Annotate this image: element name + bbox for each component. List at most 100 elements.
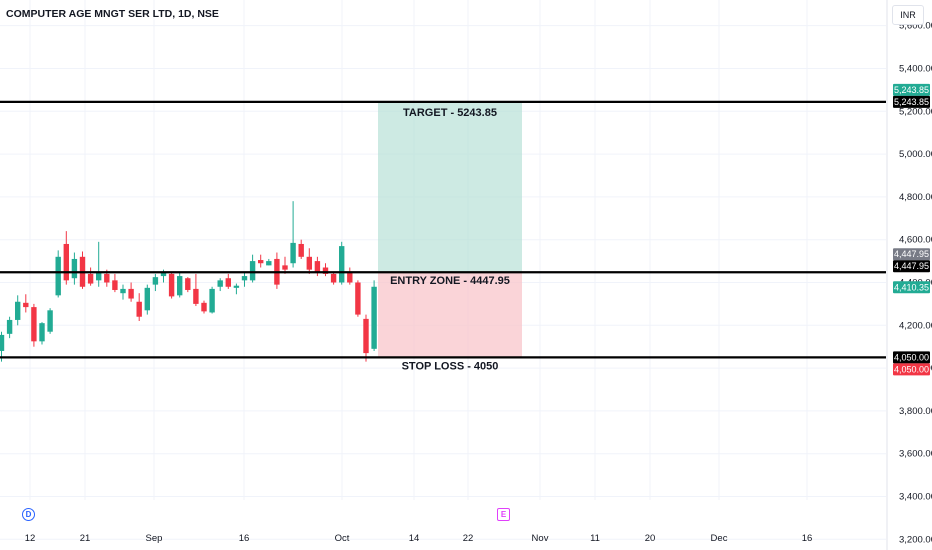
candle-body — [6, 319, 13, 334]
candle — [152, 273, 159, 292]
price-tag-bg — [893, 260, 930, 273]
target-zone — [378, 101, 522, 273]
candle-body — [322, 267, 329, 274]
candle-body — [47, 310, 53, 332]
price-tag: 5,243.85 — [893, 83, 930, 96]
y-tick-label: 4,200.00 — [899, 320, 932, 331]
candle — [15, 295, 21, 326]
x-tick-label: 16 — [802, 533, 813, 544]
candle — [136, 293, 142, 322]
price-tag: 4,050.00 — [893, 363, 930, 376]
candle — [87, 267, 94, 286]
candle — [168, 271, 175, 299]
candle-body — [201, 302, 207, 312]
candle-body — [306, 256, 312, 270]
candle-body — [87, 273, 94, 284]
chart-title: COMPUTER AGE MNGT SER LTD, 1D, NSE — [6, 8, 219, 20]
candle — [120, 284, 126, 300]
y-tick-label: 3,800.00 — [899, 406, 932, 417]
earnings-badge[interactable]: E — [497, 508, 510, 521]
candle-body — [339, 246, 345, 283]
candle-body — [104, 273, 110, 283]
candle-body — [371, 286, 377, 349]
candle — [209, 286, 215, 314]
dividend-badge[interactable]: D — [22, 508, 35, 521]
candle — [233, 283, 240, 295]
candle-body — [209, 288, 215, 313]
x-tick-label: 12 — [25, 533, 36, 544]
candle-body — [249, 261, 256, 281]
candle-body — [290, 242, 296, 264]
candle — [363, 314, 369, 362]
candle — [249, 254, 256, 283]
candle-body — [314, 261, 321, 272]
candle-body — [112, 280, 118, 290]
candle-body — [160, 272, 167, 277]
candle-body — [258, 260, 264, 264]
candle — [290, 201, 296, 268]
candle-body — [177, 276, 183, 296]
candle-body — [31, 307, 37, 342]
y-tick-label: 3,600.00 — [899, 449, 932, 460]
candle-body — [347, 271, 353, 283]
x-tick-label: Oct — [335, 533, 350, 544]
candle — [274, 252, 280, 289]
candle-body — [185, 278, 191, 290]
candle — [31, 303, 37, 347]
candle — [217, 278, 223, 292]
price-tag-label: 4,410.35 — [894, 282, 929, 292]
candle — [298, 239, 304, 259]
candle — [330, 271, 337, 285]
candle-body — [144, 287, 150, 311]
x-tick-label: 20 — [645, 533, 656, 544]
price-tag: 4,447.95 — [893, 248, 930, 261]
candle-body — [282, 265, 288, 270]
x-tick-label: Sep — [146, 533, 163, 544]
y-tick-label: 3,400.00 — [899, 491, 932, 502]
x-tick-label: 21 — [80, 533, 91, 544]
candle — [39, 322, 45, 345]
y-tick-label: 3,200.00 — [899, 534, 932, 545]
candle — [6, 316, 13, 339]
candle-body — [55, 256, 61, 296]
price-tag: 4,410.35 — [893, 281, 930, 294]
candle — [23, 294, 29, 313]
candle-body — [15, 301, 21, 320]
price-tag-label: 4,447.95 — [894, 261, 929, 271]
candle — [79, 251, 86, 289]
candle-body — [63, 243, 69, 281]
x-tick-label: Dec — [711, 533, 728, 544]
candle — [63, 231, 69, 285]
price-tag-label: 5,243.85 — [894, 97, 929, 107]
candle — [55, 250, 61, 298]
candle-body — [298, 243, 304, 257]
candle — [241, 271, 248, 287]
position-zones — [378, 101, 522, 358]
time-axis[interactable]: 12 21 Sep 16 Oct 14 22 Nov 11 20 Dec 16 — [25, 533, 813, 544]
candle — [225, 273, 231, 289]
y-tick-label: 5,400.00 — [899, 63, 932, 74]
price-tag-bg — [893, 363, 930, 376]
candle — [322, 263, 329, 277]
price-tag-label: 4,050.00 — [894, 352, 929, 362]
candle-body — [241, 276, 248, 281]
candle — [128, 282, 134, 302]
x-tick-label: Nov — [532, 533, 549, 544]
candle-body — [96, 271, 102, 281]
candle-body — [23, 302, 29, 308]
candle — [185, 277, 191, 293]
price-tag-bg — [893, 83, 930, 96]
candle-body — [39, 323, 45, 342]
candle-body — [193, 288, 199, 304]
candle-body — [363, 318, 369, 354]
x-tick-label: 14 — [409, 533, 420, 544]
candle — [177, 271, 183, 298]
candle — [347, 267, 353, 285]
candle-body — [120, 288, 126, 294]
stop-loss-zone — [378, 272, 522, 358]
currency-button[interactable]: INR — [892, 5, 924, 25]
price-tag: 4,447.95 — [893, 260, 930, 273]
x-tick-label: 11 — [590, 533, 600, 544]
candle — [266, 258, 272, 266]
